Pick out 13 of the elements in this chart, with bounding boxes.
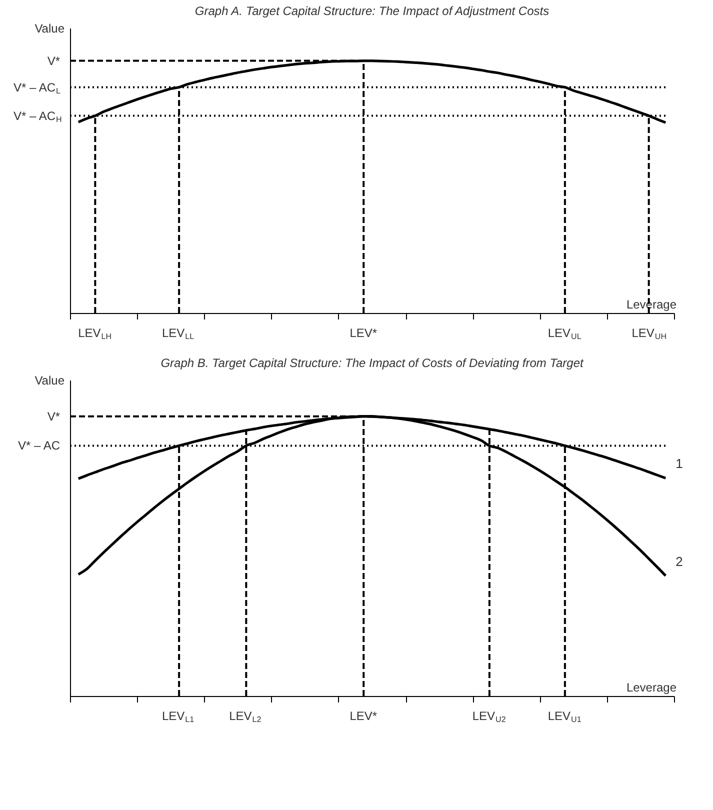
x-axis-title: Leverage bbox=[626, 298, 677, 312]
series-label: 1 bbox=[676, 456, 683, 472]
x-tick-label: LEV* bbox=[350, 709, 378, 723]
chart-title: Graph A. Target Capital Structure: The Impact of Adjustment Costs bbox=[194, 4, 550, 18]
series-label: 2 bbox=[676, 554, 683, 569]
x-axis-title: Leverage bbox=[626, 680, 677, 694]
chart-title: Graph B. Target Capital Structure: The Impact of Costs of Deviating from Target bbox=[160, 356, 584, 370]
ref-line-label: V* bbox=[47, 54, 60, 68]
y-axis-title: Value bbox=[34, 374, 65, 388]
ref-line-label: V* bbox=[47, 409, 60, 424]
y-axis-title: Value bbox=[34, 22, 65, 36]
ref-line-label: V* – AC bbox=[18, 438, 60, 453]
x-tick-label: LEV* bbox=[350, 326, 378, 340]
